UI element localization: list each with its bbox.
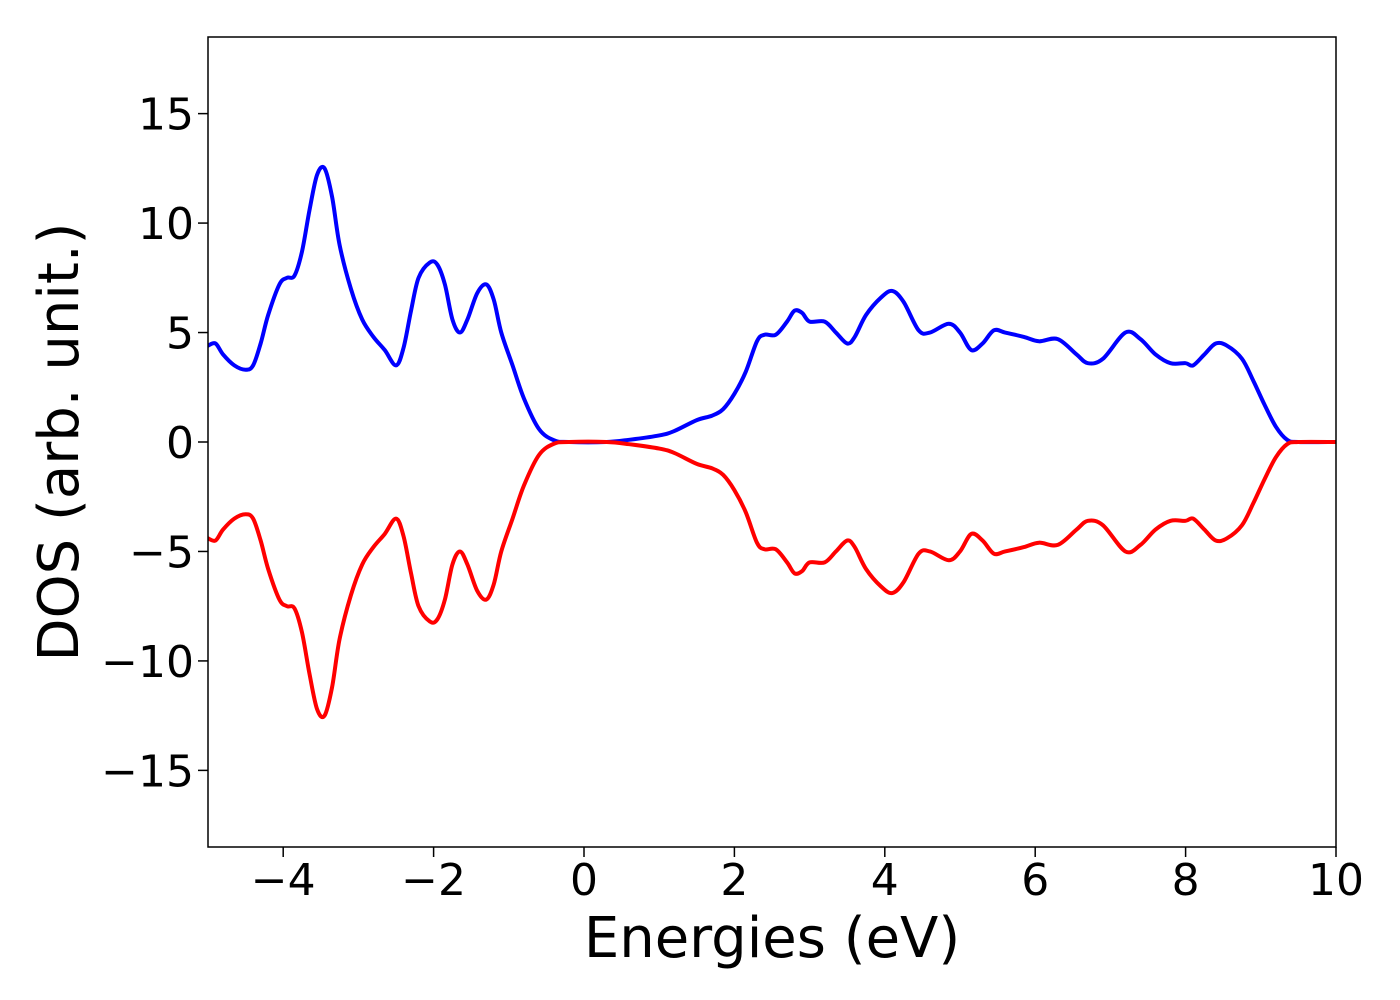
dos-spin-up-line (208, 164, 1336, 445)
y-tick-label: −5 (129, 527, 194, 578)
x-tick-label: 10 (1308, 855, 1364, 906)
x-tick-label: 6 (1021, 855, 1049, 906)
x-axis-ticks: −4 −2 0 2 4 6 8 10 (251, 847, 1364, 906)
plot-frame (207, 36, 1337, 848)
x-tick-label: −2 (401, 855, 466, 906)
x-tick-label: −4 (251, 855, 316, 906)
x-tick-label: 2 (720, 855, 748, 906)
dos-spin-down-line (208, 439, 1336, 720)
x-tick-label: 0 (570, 855, 598, 906)
y-tick-label: −10 (101, 637, 194, 688)
y-tick-label: 0 (166, 418, 194, 469)
x-tick-label: 8 (1172, 855, 1200, 906)
y-axis-ticks: −15 −10 −5 0 5 10 15 (101, 90, 208, 797)
y-tick-label: −15 (101, 746, 194, 797)
y-tick-label: 15 (138, 90, 194, 141)
x-tick-label: 4 (871, 855, 899, 906)
y-tick-label: 5 (166, 309, 194, 360)
plot-marks (208, 164, 1336, 720)
y-axis-label: DOS (arb. unit.) (27, 222, 92, 661)
x-axis-label: Energies (eV) (584, 906, 960, 971)
y-tick-label: 10 (138, 199, 194, 250)
